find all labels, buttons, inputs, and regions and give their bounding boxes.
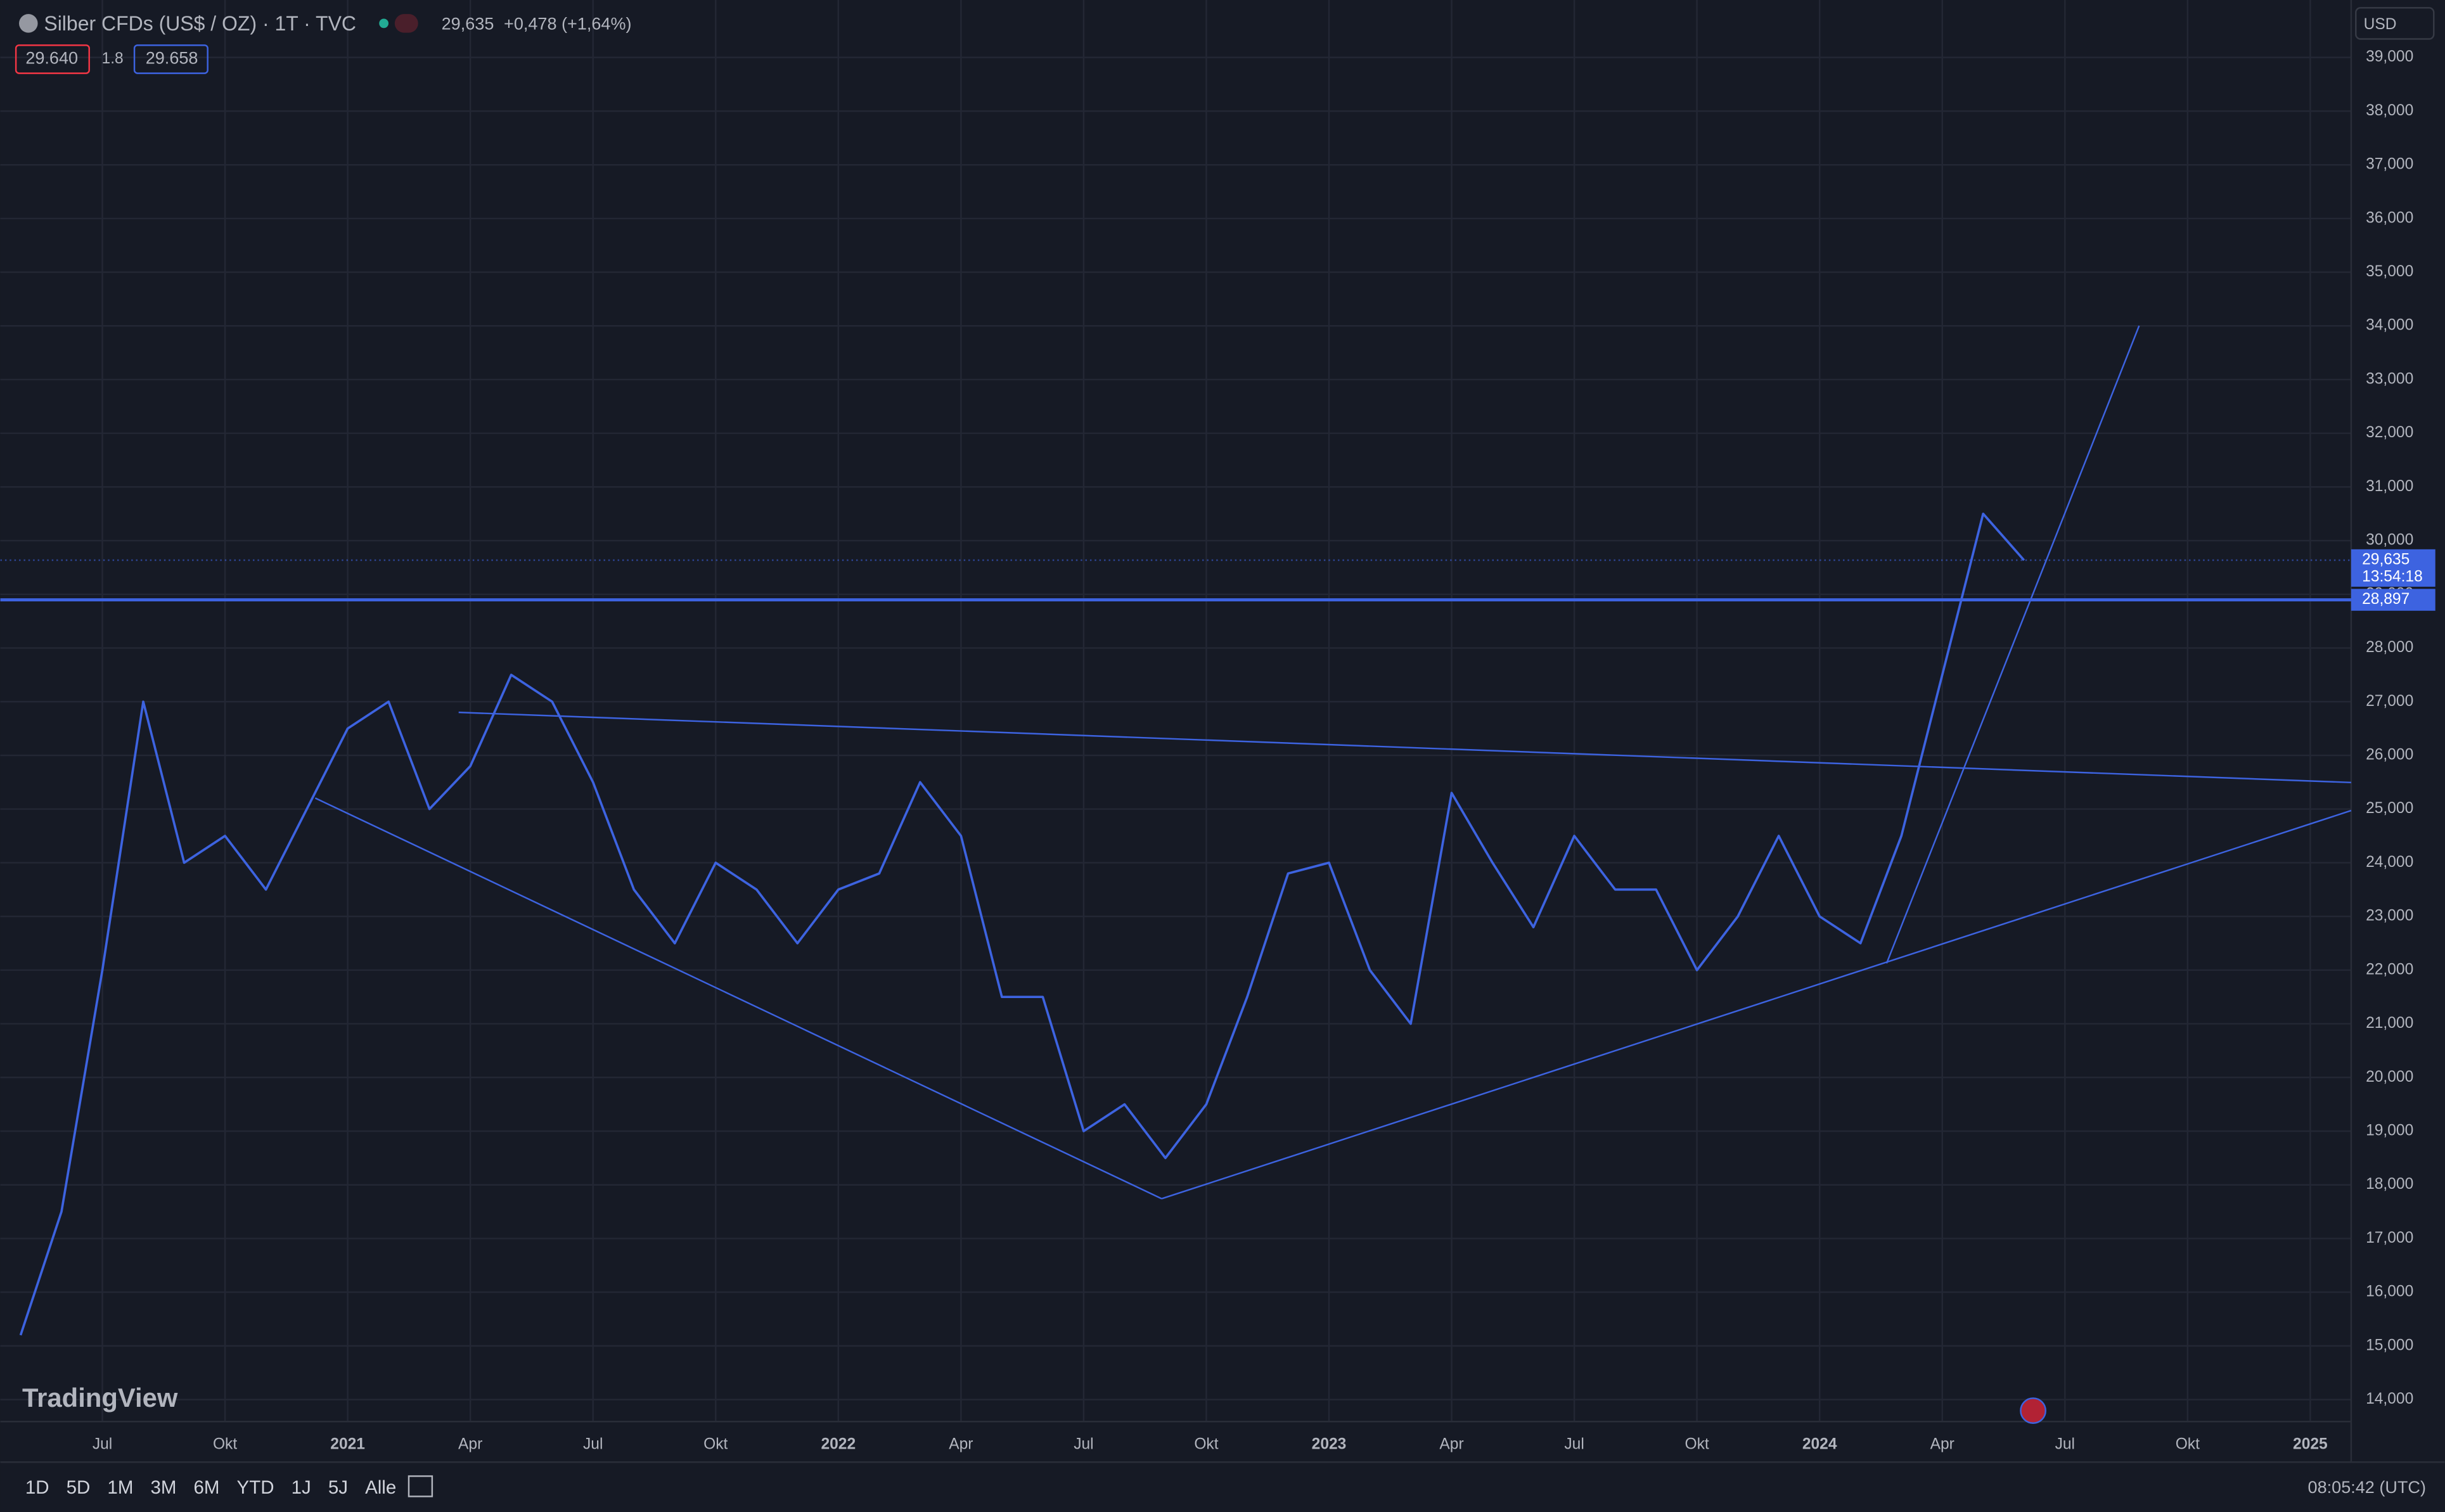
spread: 1.8: [102, 50, 124, 67]
trend-line: [1885, 325, 2140, 964]
range-button[interactable]: 1M: [107, 1477, 133, 1498]
y-tick-label: 36,000: [2366, 209, 2413, 226]
x-tick-label: 2024: [1802, 1436, 1837, 1453]
trend-line: [314, 797, 1162, 1200]
y-tick-label: 28,000: [2366, 639, 2413, 656]
price-label: 29,635: [2362, 551, 2410, 568]
range-button[interactable]: 1D: [25, 1477, 49, 1498]
x-tick-label: Okt: [1685, 1436, 1709, 1453]
range-toolbar: 1D 5D 1M 3M 6M YTD 1J 5J Alle: [25, 1477, 396, 1498]
event-flag[interactable]: [2020, 1397, 2047, 1425]
y-tick-label: 33,000: [2366, 370, 2413, 387]
y-tick-label: 15,000: [2366, 1336, 2413, 1354]
range-button[interactable]: Alle: [365, 1477, 396, 1498]
y-tick-label: 25,000: [2366, 800, 2413, 817]
y-tick-label: 30,000: [2366, 532, 2413, 549]
x-tick-label: Jul: [2055, 1436, 2075, 1453]
y-tick-label: 31,000: [2366, 478, 2413, 495]
range-button[interactable]: 5J: [328, 1477, 348, 1498]
x-tick-label: Okt: [703, 1436, 728, 1453]
last-price: 29,635: [442, 14, 494, 33]
bid-box[interactable]: [15, 44, 90, 74]
y-tick-label: 18,000: [2366, 1176, 2413, 1193]
trend-line: [458, 711, 2351, 784]
y-tick-label: 38,000: [2366, 102, 2413, 119]
symbol-title: Silber CFDs (US$ / OZ) · 1T · TVC: [44, 12, 356, 35]
x-tick-label: Apr: [949, 1436, 973, 1453]
currency-button[interactable]: [2355, 7, 2435, 40]
trend-line: [1161, 809, 2352, 1200]
status-dot: [379, 18, 389, 29]
x-tick-label: Apr: [1930, 1436, 1954, 1453]
currency[interactable]: USD: [2364, 16, 2397, 33]
y-tick-label: 21,000: [2366, 1015, 2413, 1032]
x-tick-label: Okt: [2176, 1436, 2200, 1453]
range-button[interactable]: YTD: [237, 1477, 274, 1498]
y-tick-label: 19,000: [2366, 1122, 2413, 1139]
horizontal-line-label: 28,897: [2362, 591, 2410, 608]
price-label-bg: [2351, 549, 2435, 587]
countdown: 13:54:18: [2362, 568, 2423, 586]
x-tick-label: 2021: [330, 1436, 365, 1453]
y-tick-label: 35,000: [2366, 263, 2413, 280]
y-tick-label: 23,000: [2366, 907, 2413, 925]
range-button[interactable]: 3M: [150, 1477, 176, 1498]
range-button[interactable]: 1J: [292, 1477, 311, 1498]
x-tick-label: 2023: [1312, 1436, 1347, 1453]
bid-price[interactable]: 29.640: [25, 49, 78, 68]
y-tick-label: 37,000: [2366, 156, 2413, 173]
y-tick-label: 39,000: [2366, 48, 2413, 65]
y-tick-label: 34,000: [2366, 317, 2413, 334]
x-tick-label: 2022: [821, 1436, 856, 1453]
range-button[interactable]: 6M: [194, 1477, 220, 1498]
x-tick-label: Apr: [458, 1436, 482, 1453]
clock: 08:05:42 (UTC): [2308, 1478, 2426, 1497]
y-tick-label: 26,000: [2366, 746, 2413, 763]
y-tick-label: 27,000: [2366, 693, 2413, 710]
x-tick-label: Okt: [213, 1436, 237, 1453]
plot: [0, 512, 2351, 1336]
symbol-icon: [19, 14, 38, 33]
y-tick-label: 16,000: [2366, 1283, 2413, 1300]
ask-box[interactable]: [133, 44, 209, 74]
x-tick-label: Okt: [1194, 1436, 1218, 1453]
date-picker[interactable]: [408, 1475, 433, 1497]
ask-price[interactable]: 29.658: [146, 49, 198, 68]
x-tick-label: Jul: [1074, 1436, 1093, 1453]
y-tick-label: 17,000: [2366, 1229, 2413, 1246]
y-tick-label: 24,000: [2366, 854, 2413, 871]
y-tick-label: 22,000: [2366, 961, 2413, 978]
status-badge: [394, 14, 418, 33]
y-tick-label: 20,000: [2366, 1068, 2413, 1086]
logo: TradingView: [22, 1383, 178, 1413]
x-tick-label: 2025: [2293, 1436, 2328, 1453]
price-line: [19, 512, 2025, 1336]
y-tick-label: 14,000: [2366, 1390, 2413, 1407]
y-tick-label: 32,000: [2366, 424, 2413, 441]
x-tick-label: Apr: [1439, 1436, 1463, 1453]
x-tick-label: Jul: [93, 1436, 112, 1453]
x-tick-label: Jul: [1564, 1436, 1584, 1453]
x-tick-label: Jul: [583, 1436, 603, 1453]
horizontal-line-label-bg: [2351, 589, 2435, 611]
price-change: +0,478 (+1,64%): [504, 14, 632, 33]
range-button[interactable]: 5D: [67, 1477, 91, 1498]
